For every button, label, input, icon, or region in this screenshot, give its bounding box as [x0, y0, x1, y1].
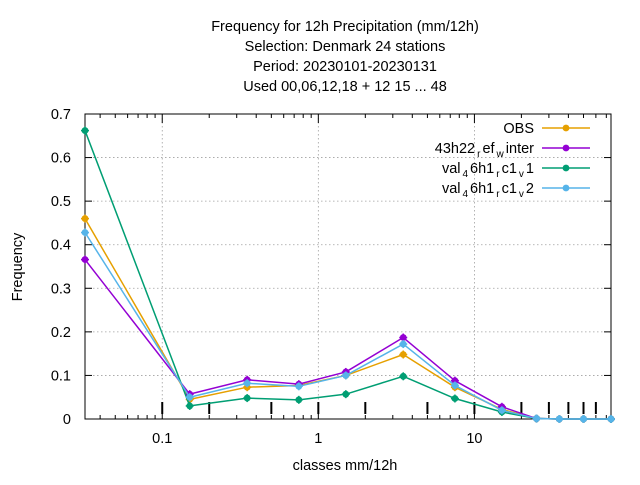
legend-label-part: 4 [462, 169, 468, 180]
x-tick-label: 1 [314, 431, 322, 447]
y-tick-label: 0 [63, 412, 71, 428]
legend-label-part: 4 [462, 189, 468, 200]
legend-label-part: 6h1 [470, 181, 494, 197]
title-line-1: Frequency for 12h Precipitation (mm/12h) [211, 19, 479, 35]
y-tick-label: 0.1 [51, 368, 71, 384]
y-tick-label: 0.3 [51, 281, 71, 297]
legend-label: val 4 6h1 r c1 v 2 [442, 181, 534, 200]
legend-swatch-point [562, 144, 570, 152]
data-series [81, 126, 615, 423]
legend-entry: 43h22 r ef w inter [435, 141, 590, 160]
legend-label-part: val [442, 181, 461, 197]
x-axis-label: classes mm/12h [293, 458, 398, 474]
legend-label-part: inter [506, 141, 534, 157]
legend-label-part: 43h22 [435, 141, 475, 157]
grid-lines [85, 114, 611, 419]
legend-label-part: OBS [503, 121, 534, 137]
x-tick-label: 0.1 [152, 431, 172, 447]
legend-label-part: r [477, 149, 481, 160]
series-line [84, 218, 611, 420]
y-tick-label: 0.5 [51, 194, 71, 210]
class-markers [161, 402, 597, 414]
chart-title: Frequency for 12h Precipitation (mm/12h)… [211, 19, 479, 95]
x-tick-labels: 0.1 1 10 [152, 431, 482, 447]
series-3 [81, 228, 615, 423]
legend-swatch-point [562, 164, 570, 172]
y-tick-label: 0.7 [51, 107, 71, 123]
axes [84, 113, 612, 420]
legend-swatch-point [562, 124, 570, 132]
legend-label: val 4 6h1 r c1 v 1 [442, 161, 534, 180]
x-tick-label: 10 [466, 431, 482, 447]
series-line [84, 232, 611, 420]
legend-label-part: val [442, 161, 461, 177]
title-line-4: Used 00,06,12,18 + 12 15 ... 48 [243, 79, 447, 95]
legend-label-part: 6h1 [470, 161, 494, 177]
series-2 [81, 126, 615, 423]
legend-label-part: 1 [526, 161, 534, 177]
legend-label-part: v [519, 169, 524, 180]
plot-border [84, 113, 612, 420]
legend-label-part: r [496, 189, 500, 200]
series-1 [81, 255, 615, 423]
y-tick-label: 0.4 [51, 238, 71, 254]
title-line-2: Selection: Denmark 24 stations [245, 39, 446, 55]
legend-label-part: ef [482, 141, 495, 157]
legend-label-part: r [496, 169, 500, 180]
legend-entry: OBS [503, 121, 590, 137]
title-line-3: Period: 20230101-20230131 [253, 59, 437, 75]
legend-label: OBS [503, 121, 534, 137]
legend-label-part: 2 [526, 181, 534, 197]
legend-label: 43h22 r ef w inter [435, 141, 534, 160]
y-axis-label: Frequency [10, 232, 26, 301]
legend-label-part: v [519, 189, 524, 200]
legend-label-part: w [496, 149, 505, 160]
y-tick-label: 0.6 [51, 151, 71, 167]
y-tick-label: 0.2 [51, 325, 71, 341]
legend-entry: val 4 6h1 r c1 v 1 [442, 161, 590, 180]
legend-swatch-point [562, 184, 570, 192]
legend-label-part: c1 [502, 161, 517, 177]
y-tick-labels: 0 0.1 0.2 0.3 0.4 0.5 0.6 0.7 [51, 107, 71, 428]
legend-label-part: c1 [502, 181, 517, 197]
legend-entry: val 4 6h1 r c1 v 2 [442, 181, 590, 200]
